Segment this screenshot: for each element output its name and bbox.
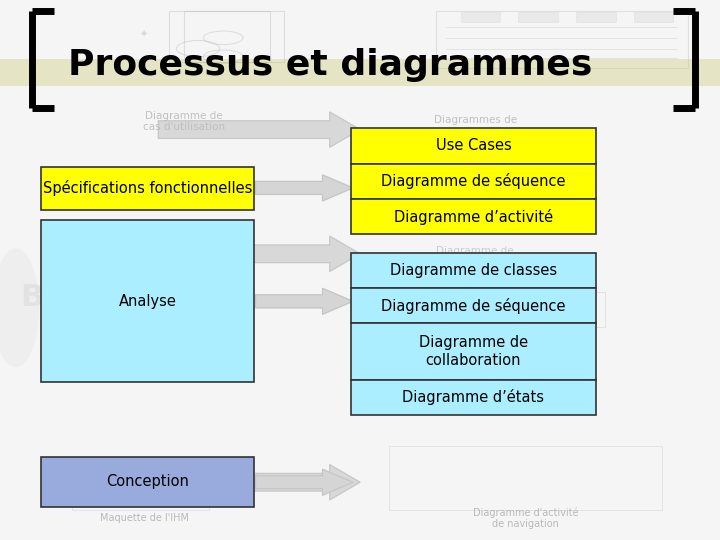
FancyBboxPatch shape xyxy=(351,288,596,323)
FancyBboxPatch shape xyxy=(461,12,500,22)
FancyBboxPatch shape xyxy=(351,128,596,164)
Text: ✦: ✦ xyxy=(140,30,148,40)
Polygon shape xyxy=(158,464,360,500)
FancyBboxPatch shape xyxy=(351,164,596,199)
Text: Processus et diagrammes: Processus et diagrammes xyxy=(68,48,593,82)
Text: Conception: Conception xyxy=(106,475,189,489)
Polygon shape xyxy=(256,175,353,201)
Text: Spécifications fonctionnelles: Spécifications fonctionnelles xyxy=(43,180,252,197)
Text: Diagrammes de: Diagrammes de xyxy=(433,115,517,125)
Text: Diagramme de
collaboration: Diagramme de collaboration xyxy=(419,335,528,368)
Text: Diagramme de séquence: Diagramme de séquence xyxy=(381,298,566,314)
Text: Diagramme d'activité
de navigation: Diagramme d'activité de navigation xyxy=(473,508,578,529)
Text: Diagramme d’activité: Diagramme d’activité xyxy=(394,208,553,225)
FancyBboxPatch shape xyxy=(351,380,596,415)
Text: Use Cases: Use Cases xyxy=(436,138,511,153)
FancyBboxPatch shape xyxy=(351,199,596,234)
FancyBboxPatch shape xyxy=(41,167,254,210)
Polygon shape xyxy=(158,237,360,271)
FancyBboxPatch shape xyxy=(41,457,254,507)
Text: Diagramme d’états: Diagramme d’états xyxy=(402,389,544,406)
Text: Be: Be xyxy=(20,282,64,312)
FancyBboxPatch shape xyxy=(518,12,558,22)
FancyBboxPatch shape xyxy=(351,253,596,288)
Text: Diagramme de séquence: Diagramme de séquence xyxy=(381,173,566,190)
Polygon shape xyxy=(256,469,353,495)
Ellipse shape xyxy=(0,248,40,367)
FancyBboxPatch shape xyxy=(576,12,616,22)
FancyBboxPatch shape xyxy=(351,323,596,380)
Text: Maquette de l'IHM: Maquette de l'IHM xyxy=(99,514,189,523)
FancyBboxPatch shape xyxy=(634,12,673,22)
FancyBboxPatch shape xyxy=(0,59,720,86)
Text: Analyse: Analyse xyxy=(119,294,176,308)
Polygon shape xyxy=(256,288,353,314)
Text: Diagramme de: Diagramme de xyxy=(436,246,514,256)
Text: Diagramme de
cas d'utilisation: Diagramme de cas d'utilisation xyxy=(143,111,225,132)
FancyBboxPatch shape xyxy=(41,220,254,382)
Text: Diagramme de classes: Diagramme de classes xyxy=(390,263,557,278)
Polygon shape xyxy=(158,112,360,147)
